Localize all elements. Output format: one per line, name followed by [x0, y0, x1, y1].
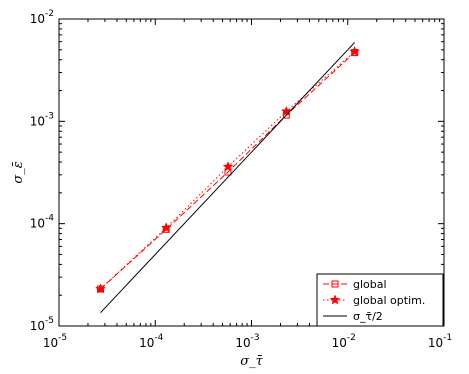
x-tick-exponent: -2 — [347, 333, 356, 343]
x-tick-label: 10-2 — [332, 333, 356, 350]
y-tick-exponent: -2 — [45, 9, 54, 19]
y-tick-label: 10-4 — [30, 214, 55, 231]
star-marker — [349, 45, 361, 57]
star-marker — [222, 161, 234, 172]
x-tick-exponent: -5 — [58, 333, 67, 343]
legend-label: global optim. — [353, 294, 425, 307]
x-axis-label: σ_τ̄ — [240, 354, 263, 369]
legend-entry: global — [323, 278, 387, 291]
series-line — [100, 42, 356, 314]
star-marker — [329, 294, 341, 305]
x-tick-base: 10 — [428, 336, 443, 350]
y-axis-label: σ_ε̄ — [11, 161, 26, 183]
y-tick-base: 10 — [30, 12, 45, 26]
y-tick-exponent: -4 — [45, 214, 54, 224]
x-tick-label: 10-4 — [139, 333, 164, 350]
x-tick-base: 10 — [139, 336, 154, 350]
x-axis-label-text: σ_τ̄ — [240, 354, 263, 369]
y-tick-base: 10 — [30, 114, 45, 128]
x-tick-exponent: -1 — [443, 333, 452, 343]
series-star — [95, 45, 361, 294]
y-tick-label: 10-2 — [30, 9, 54, 26]
legend-entry: σ_τ̄/2 — [323, 310, 383, 323]
legend-label: σ_τ̄/2 — [353, 310, 383, 323]
x-tick-base: 10 — [332, 336, 347, 350]
legend: global global optim. σ_τ̄/2 — [316, 273, 444, 327]
x-tick-exponent: -4 — [154, 333, 163, 343]
x-tick-exponent: -3 — [251, 333, 260, 343]
star-marker — [280, 105, 292, 117]
y-tick-base: 10 — [30, 217, 45, 231]
x-tick-base: 10 — [43, 336, 58, 350]
square-marker — [331, 280, 339, 288]
y-tick-exponent: -3 — [45, 111, 54, 121]
legend-entry: global optim. — [323, 294, 425, 307]
y-tick-exponent: -5 — [45, 316, 54, 326]
y-tick-label: 10-5 — [30, 316, 54, 333]
star-marker — [160, 222, 172, 233]
star-marker — [95, 283, 106, 294]
x-tick-label: 10-3 — [235, 333, 259, 350]
x-tick-base: 10 — [235, 336, 250, 350]
y-tick-label: 10-3 — [30, 111, 54, 128]
legend-label: global — [353, 278, 387, 291]
series-reference-line — [100, 42, 356, 314]
y-axis-label-text: σ_ε̄ — [11, 161, 26, 183]
x-tick-label: 10-5 — [43, 333, 67, 350]
x-tick-label: 10-1 — [428, 333, 452, 350]
series-line — [100, 52, 356, 290]
y-tick-base: 10 — [30, 319, 45, 333]
